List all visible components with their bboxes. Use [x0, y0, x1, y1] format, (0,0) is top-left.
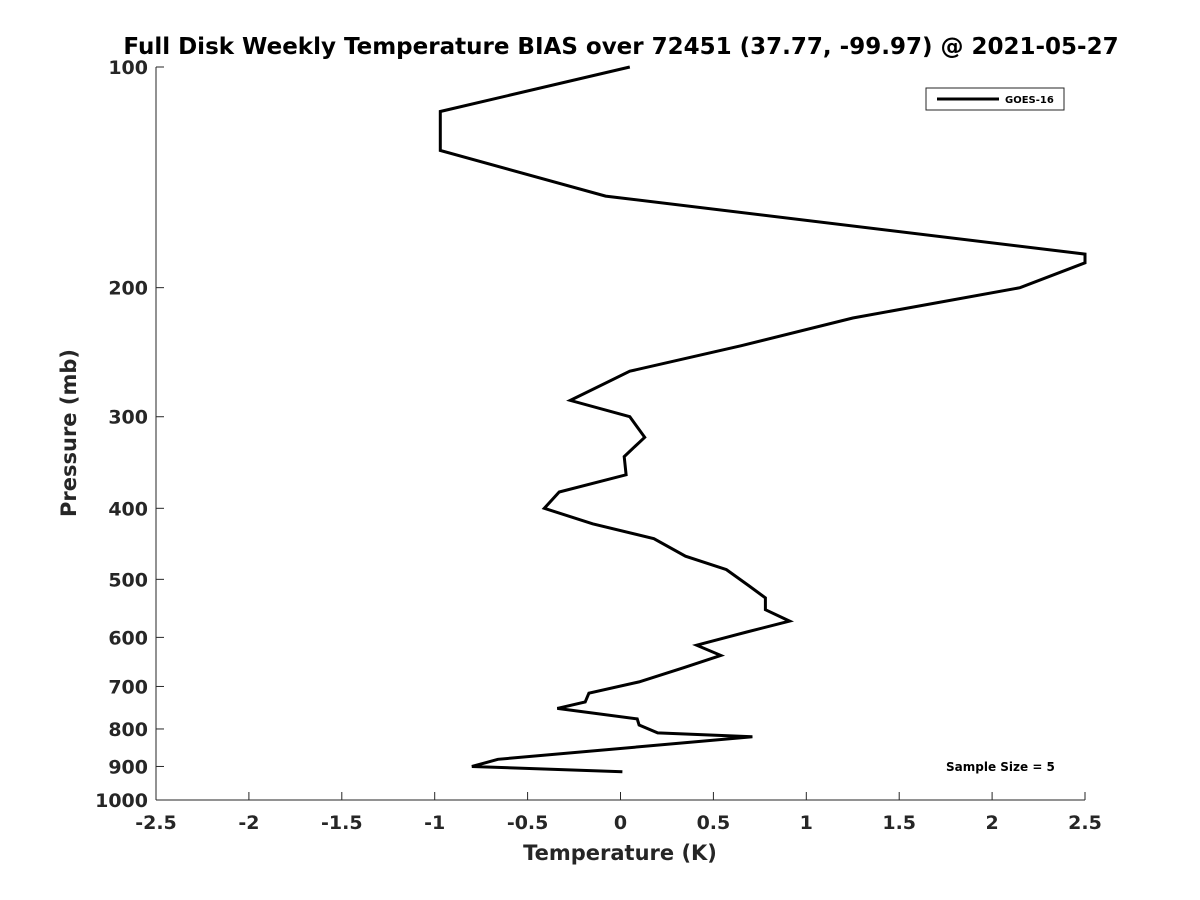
y-tick-label: 200 — [108, 278, 148, 300]
plot-area — [156, 67, 1085, 800]
x-tick-label: -1 — [424, 812, 445, 834]
chart-title: Full Disk Weekly Temperature BIAS over 7… — [123, 34, 1118, 60]
legend-label-goes-16: GOES-16 — [1005, 95, 1054, 106]
y-axis-ticks: 100 200 300 400 500 600 700 800 900 1000 — [95, 57, 164, 812]
y-tick-label: 500 — [108, 569, 148, 591]
y-tick-label: 600 — [108, 627, 148, 649]
x-axis-label: Temperature (K) — [523, 841, 717, 865]
x-tick-label: -2 — [238, 812, 259, 834]
x-tick-label: -0.5 — [507, 812, 549, 834]
sample-size-annotation: Sample Size = 5 — [946, 760, 1055, 774]
series-line-goes-16 — [438, 65, 1087, 774]
x-tick-label: 1.5 — [882, 812, 916, 834]
series-layer — [438, 65, 1087, 774]
y-tick-label: 700 — [108, 676, 148, 698]
legend: GOES-16 — [925, 87, 1065, 111]
x-tick-label: -2.5 — [135, 812, 177, 834]
x-tick-label: 0.5 — [697, 812, 731, 834]
y-tick-label: 300 — [108, 407, 148, 429]
y-axis-label: Pressure (mb) — [57, 349, 81, 517]
y-tick-label: 1000 — [95, 790, 148, 812]
x-tick-label: 2 — [985, 812, 998, 834]
x-tick-label: 1 — [800, 812, 813, 834]
y-tick-label: 800 — [108, 719, 148, 741]
y-tick-label: 900 — [108, 756, 148, 778]
x-tick-label: 2.5 — [1068, 812, 1102, 834]
x-tick-label: -1.5 — [321, 812, 363, 834]
y-tick-label: 100 — [108, 57, 148, 79]
y-tick-label: 400 — [108, 498, 148, 520]
x-axis-ticks: -2.5 -2 -1.5 -1 -0.5 0 0.5 1 1.5 2 2.5 — [135, 792, 1102, 834]
x-tick-label: 0 — [614, 812, 627, 834]
